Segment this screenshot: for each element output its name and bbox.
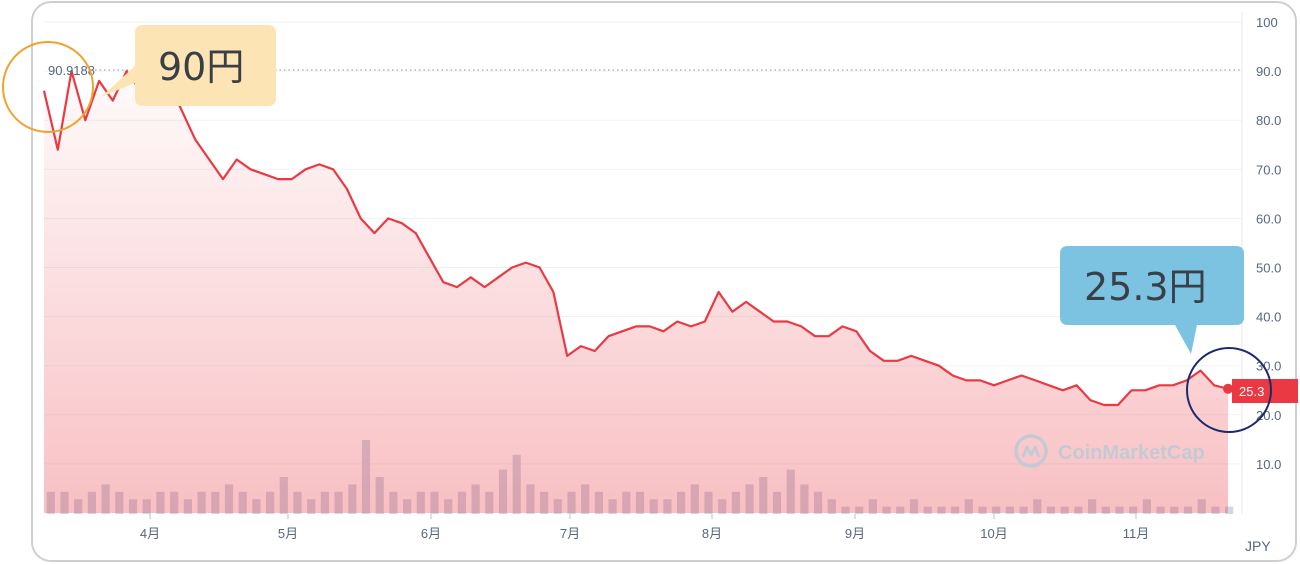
- current-price-badge: [1232, 379, 1298, 403]
- y-tick-label: 50.0: [1256, 261, 1281, 276]
- watermark-text: CoinMarketCap: [1058, 442, 1205, 464]
- current-callout-text: 25.3円: [1084, 265, 1207, 309]
- y-tick-label: 60.0: [1256, 211, 1281, 226]
- x-tick-label: 6月: [421, 526, 441, 541]
- x-tick-label: 5月: [278, 526, 298, 541]
- current-price-dot: [1223, 383, 1233, 394]
- y-tick-label: 90.0: [1256, 64, 1281, 79]
- x-tick-label: 11月: [1123, 526, 1150, 541]
- y-tick-label: 30.0: [1256, 359, 1281, 374]
- high-highlight-circle: [2, 41, 94, 133]
- current-highlight-circle: [1186, 347, 1272, 433]
- x-axis-ticks: 4月 5月 6月 7月 8月 9月 10月 11月: [140, 514, 1149, 541]
- current-price-badge-label: 25.3: [1239, 384, 1264, 399]
- y-tick-label: 70.0: [1256, 162, 1281, 177]
- high-callout-text: 90円: [158, 45, 244, 89]
- high-callout-box: [101, 25, 276, 106]
- price-area-fill: [44, 71, 1228, 513]
- x-tick-label: 10月: [980, 526, 1007, 541]
- y-tick-label: 20.0: [1256, 408, 1281, 423]
- coinmarketcap-logo-icon: [1014, 434, 1048, 468]
- y-tick-label: 40.0: [1256, 310, 1281, 325]
- price-line: [42, 70, 1229, 407]
- y-axis-ticks: 10.0 20.0 30.0 40.0 50.0 60.0 70.0 80.0 90.0 100: [1256, 15, 1281, 472]
- x-tick-label: 7月: [560, 526, 580, 541]
- y-tick-label: 100: [1256, 15, 1278, 30]
- volume-bar: [1225, 506, 1234, 514]
- x-tick-label: 8月: [702, 526, 722, 541]
- currency-label: JPY: [1245, 538, 1271, 554]
- x-tick-label: 9月: [845, 526, 865, 541]
- current-callout-box: [1060, 246, 1244, 354]
- x-tick-label: 4月: [140, 526, 160, 541]
- high-price-label: 90.9188: [48, 63, 95, 78]
- y-tick-label: 10.0: [1256, 457, 1281, 472]
- y-tick-label: 80.0: [1256, 113, 1281, 128]
